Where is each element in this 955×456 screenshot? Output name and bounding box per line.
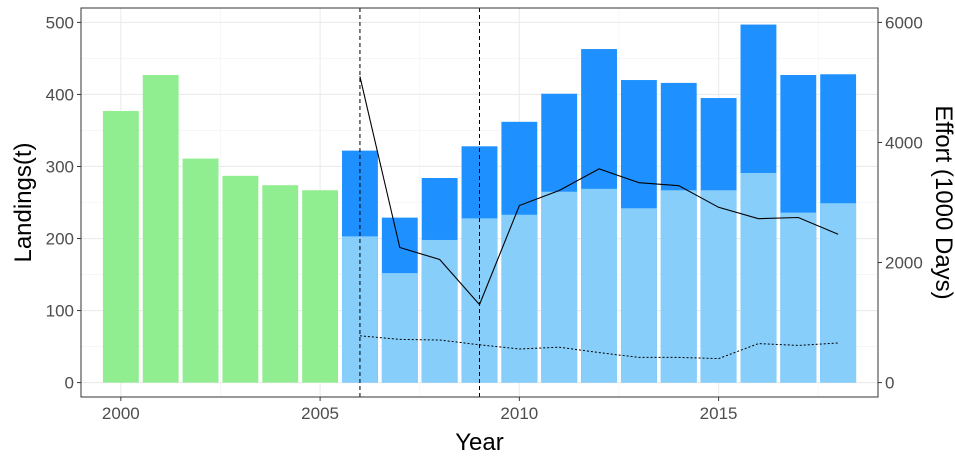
- y-tick-label: 300: [46, 157, 74, 176]
- y-tick-label: 400: [46, 85, 74, 104]
- x-tick-label: 2010: [500, 404, 538, 423]
- y-tick-label: 500: [46, 13, 74, 32]
- bar-part-2007: [381, 273, 418, 383]
- y-tick-label: 200: [46, 230, 74, 249]
- bar-early-2000: [102, 111, 139, 383]
- bar-part-2014: [660, 190, 697, 383]
- y2-tick-label: 4000: [885, 133, 923, 152]
- y2-tick-label: 6000: [885, 13, 923, 32]
- x-tick-label: 2015: [700, 404, 738, 423]
- bar-part-2009: [461, 218, 498, 383]
- bar-part-2017: [780, 212, 817, 383]
- bar-early-2005: [302, 190, 339, 383]
- x-axis-title: Year: [455, 429, 504, 456]
- effort-line-dashed: [359, 335, 839, 360]
- y2-axis-title: Effort (1000 Days): [930, 105, 955, 299]
- plot-border: [80, 7, 879, 398]
- bar-part-2013: [620, 208, 657, 383]
- y2-tick-label: 2000: [885, 254, 923, 273]
- bar-early-2004: [262, 185, 299, 383]
- bar-part-2010: [501, 214, 538, 383]
- y-axis-title: Landings(t): [10, 142, 37, 262]
- effort-line-solid: [359, 76, 839, 306]
- tick-layer: 0 100 200 300 400 500 0 2000 4000 6000 2000 2005 201…: [46, 13, 923, 423]
- bar-part-2018: [820, 203, 857, 383]
- y-tick-label: 0: [65, 374, 74, 393]
- bar-part-2016: [740, 172, 777, 383]
- y2-tick-label: 0: [885, 374, 894, 393]
- bar-part-2011: [541, 191, 578, 383]
- bar-part-2012: [581, 188, 617, 383]
- bar-part-2015: [700, 190, 737, 383]
- x-tick-label: 2000: [102, 404, 140, 423]
- y-tick-label: 100: [46, 302, 74, 321]
- bar-early-2003: [222, 175, 259, 383]
- bar-part-2008: [421, 239, 458, 383]
- bar-early-2001: [142, 74, 179, 383]
- line-layer: [359, 8, 839, 397]
- bar-layer: [102, 24, 857, 383]
- x-tick-label: 2005: [301, 404, 339, 423]
- bar-early-2002: [182, 158, 219, 383]
